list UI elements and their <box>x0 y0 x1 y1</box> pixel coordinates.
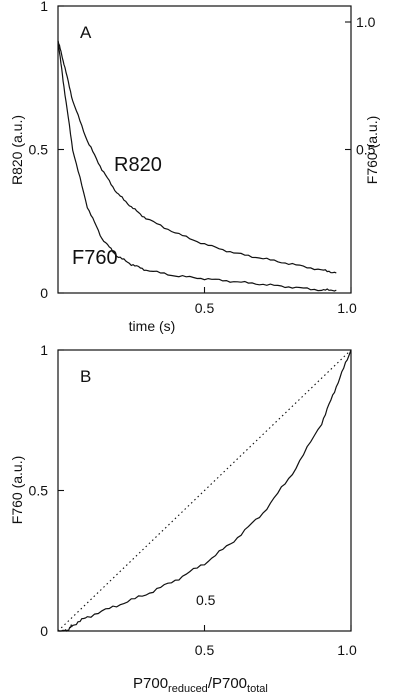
panel-b-curves <box>57 349 352 632</box>
a-ytick-left-label-2: 1 <box>40 0 48 14</box>
a-curve-f760 <box>57 41 337 292</box>
panel-a-ylabel-right: F760 (a.u.) <box>364 116 380 184</box>
xlabel-sub-1: reduced <box>168 683 208 695</box>
a-curve-r820 <box>57 40 337 274</box>
panel-a-curves <box>57 40 337 292</box>
b-curve-f760 <box>57 349 352 632</box>
panel-a-xlabel: time (s) <box>129 318 176 334</box>
panel-b-annotation: 0.5 <box>196 592 216 608</box>
b-ytick-label-1: 0.5 <box>29 483 49 499</box>
panel-b-ylabel: F760 (a.u.) <box>9 456 25 524</box>
b-ytick-label-2: 1 <box>40 342 48 358</box>
b-xtick-label-1: 1.0 <box>337 642 357 658</box>
panel-a: A time (s) R820 (a.u.) F760 (a.u.) R820 … <box>9 0 380 334</box>
panel-b-xlabel: P700reduced/P700total <box>133 675 268 695</box>
a-ytick-right-label-1: 1.0 <box>356 14 376 30</box>
a-xtick-label-0: 0.5 <box>195 300 215 316</box>
a-ytick-left-label-1: 0.5 <box>29 142 49 158</box>
xlabel-sub-2: total <box>247 683 268 695</box>
b-xtick-label-0: 0.5 <box>195 642 215 658</box>
panel-b-label: B <box>80 367 91 386</box>
panel-a-ticks: 0.5 1.0 0 0.5 1 0.5 1.0 <box>29 0 376 316</box>
xlabel-main-1: P700 <box>133 675 168 692</box>
panel-a-label: A <box>80 23 92 42</box>
b-ytick-label-0: 0 <box>40 623 48 639</box>
xlabel-mid: /P700 <box>208 675 247 692</box>
a-ytick-right-label-0: 0.5 <box>356 142 376 158</box>
b-diagonal-line <box>57 349 352 632</box>
a-ytick-left-label-0: 0 <box>40 285 48 301</box>
panel-a-ylabel-left: R820 (a.u.) <box>9 115 25 185</box>
series-label-f760: F760 <box>72 247 118 269</box>
series-label-r820: R820 <box>114 154 162 176</box>
panel-b-ticks: 0.5 1.0 0 0.5 1 <box>29 342 357 658</box>
a-xtick-label-1: 1.0 <box>337 300 357 316</box>
panel-b: B F760 (a.u.) 0.5 P700reduced/P700total … <box>9 342 357 695</box>
